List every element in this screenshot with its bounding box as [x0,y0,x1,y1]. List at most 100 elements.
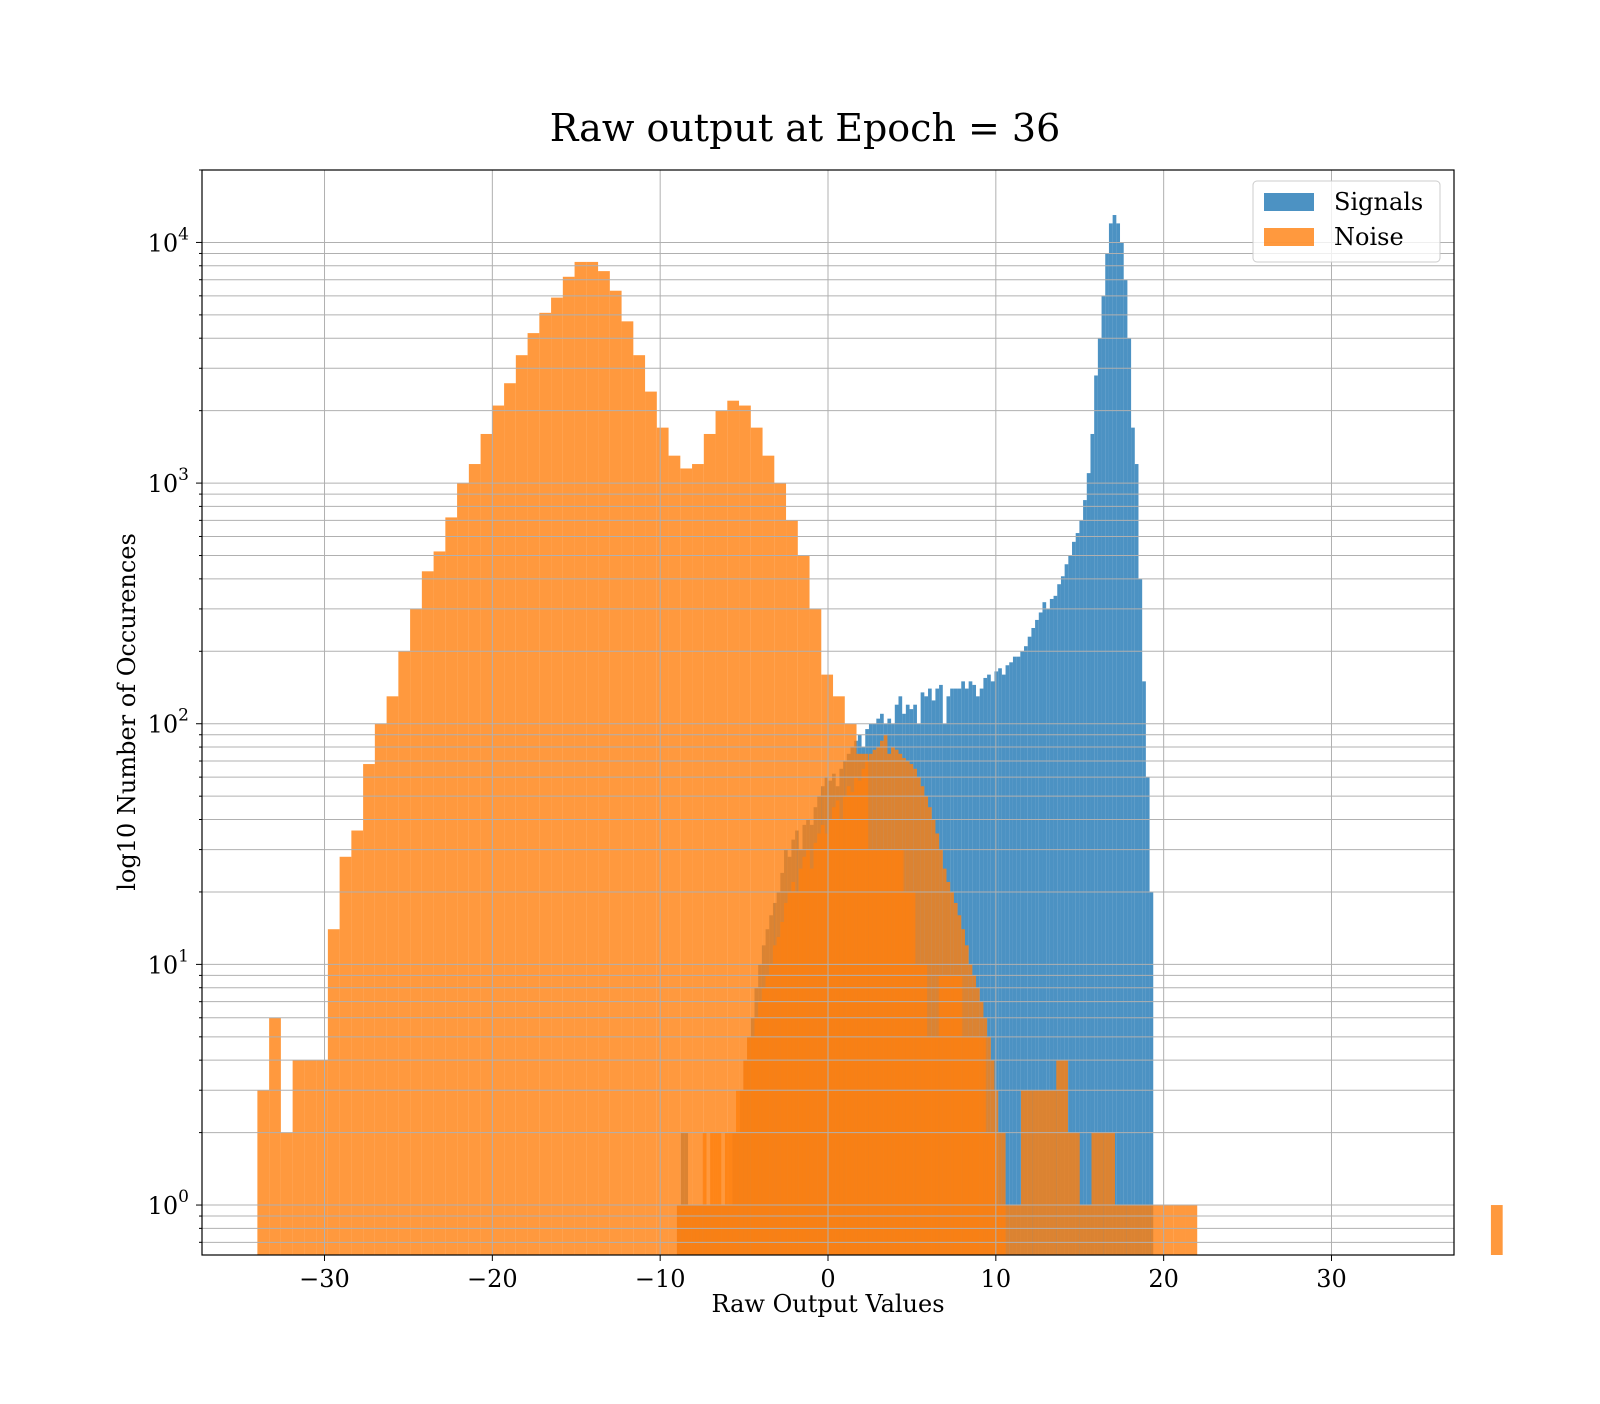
histogram-bar [769,964,773,1255]
x-axis-ticks: −30 −20 −10 0 10 20 30 [299,1255,1347,1293]
y-tick-exponent: 0 [178,1187,189,1207]
histogram-bar [691,1205,696,1255]
histogram-bar [609,290,622,1256]
x-axis-label: Raw Output Values [711,1290,944,1318]
histogram-bar [1016,656,1021,1255]
histogram-bar [979,688,984,1255]
histogram-bar [680,1205,685,1255]
x-tick-label: 0 [820,1265,835,1293]
histogram-bar [754,1017,759,1255]
y-tick-label: 102 [148,706,189,739]
histogram-bar [586,261,599,1255]
histogram-bar [1083,500,1087,1256]
histogram-bar [1012,656,1017,1255]
histogram-bar [880,740,884,1255]
histogram-bar [688,1205,692,1255]
histogram-bar [257,1090,270,1255]
histogram-bar [1090,433,1095,1256]
histogram-bar [1020,651,1025,1255]
legend-swatch-signals [1264,193,1314,211]
histogram-bar [976,987,980,1255]
chart-title: Raw output at Epoch = 36 [550,106,1061,150]
histogram-bar [1490,1205,1503,1255]
histogram-bar [774,483,787,1256]
histogram-bar [515,355,528,1255]
histogram-bar [750,1036,755,1255]
histogram-bar [916,777,921,1255]
histogram-bar [887,753,892,1255]
histogram-bar [832,807,836,1255]
histogram-bar [743,1060,748,1255]
histogram-bar [846,786,851,1255]
histogram-bar [987,1036,991,1255]
histogram-bar [946,881,951,1255]
histogram-bar [865,761,869,1255]
y-tick-base: 10 [148,951,179,979]
histogram-bar [736,1090,740,1255]
histogram-bar [898,753,903,1255]
histogram-bar [574,261,587,1255]
histogram-bar [909,764,914,1255]
histogram-bar [913,768,917,1255]
histogram-bar [802,856,807,1255]
histogram-bar [950,891,954,1255]
histogram-bar [817,833,821,1255]
histogram-bar [304,1060,317,1255]
histogram-bar [551,297,563,1256]
histogram-bar [998,668,1002,1255]
histogram-bar [902,758,906,1255]
histogram-bar [702,1132,707,1255]
plot-area [201,169,1503,1256]
histogram-bar [527,333,540,1255]
histogram-bar [728,1132,733,1255]
histogram-bar [715,410,728,1255]
histogram-bar [835,800,840,1255]
histogram-bar [1031,627,1036,1255]
histogram-bar [710,1132,714,1255]
histogram-bar [780,922,785,1255]
histogram-bar [1042,602,1047,1255]
histogram-bar [1056,1060,1068,1255]
histogram-bar [724,1132,729,1255]
histogram-bar [1053,595,1058,1255]
histogram-bar [972,684,977,1255]
histogram-bar [1142,681,1146,1255]
y-tick-base: 10 [148,470,179,498]
histogram-bar [787,891,792,1255]
histogram-bar [680,468,693,1256]
histogram-bar [457,483,469,1256]
histogram-bar [713,1132,718,1255]
histogram-bar [410,608,422,1255]
histogram-bar [280,1132,293,1255]
histogram-bar [717,1132,722,1255]
histogram-bar [1072,541,1076,1255]
histogram-bar [269,1017,281,1255]
histogram-bar [843,796,847,1255]
histogram-bar [351,830,364,1255]
histogram-bar [772,945,777,1255]
histogram-bar [1046,608,1050,1255]
histogram-bar [1108,223,1113,1255]
histogram-bar [1079,1205,1092,1255]
histogram-bar [699,1205,703,1255]
histogram-bar [928,807,932,1255]
histogram-bar [539,312,552,1255]
histogram-bar [316,1060,328,1255]
histogram-bar [598,271,610,1255]
histogram-bar [861,768,866,1255]
histogram-bar [872,749,877,1255]
histogram-bar [684,1205,689,1255]
x-tick-label: 20 [1148,1265,1179,1293]
histogram-bar [824,833,829,1255]
histogram-bar [776,936,781,1255]
series-2 [676,734,1006,1255]
y-tick-exponent: 1 [178,946,189,966]
histogram-bar [891,747,895,1255]
histogram-bar [1032,1090,1045,1255]
histogram-bar [1038,612,1043,1255]
histogram-bar [621,321,634,1256]
histogram-bar [732,1132,737,1255]
histogram-bar [883,734,888,1255]
histogram-bar [761,987,766,1255]
